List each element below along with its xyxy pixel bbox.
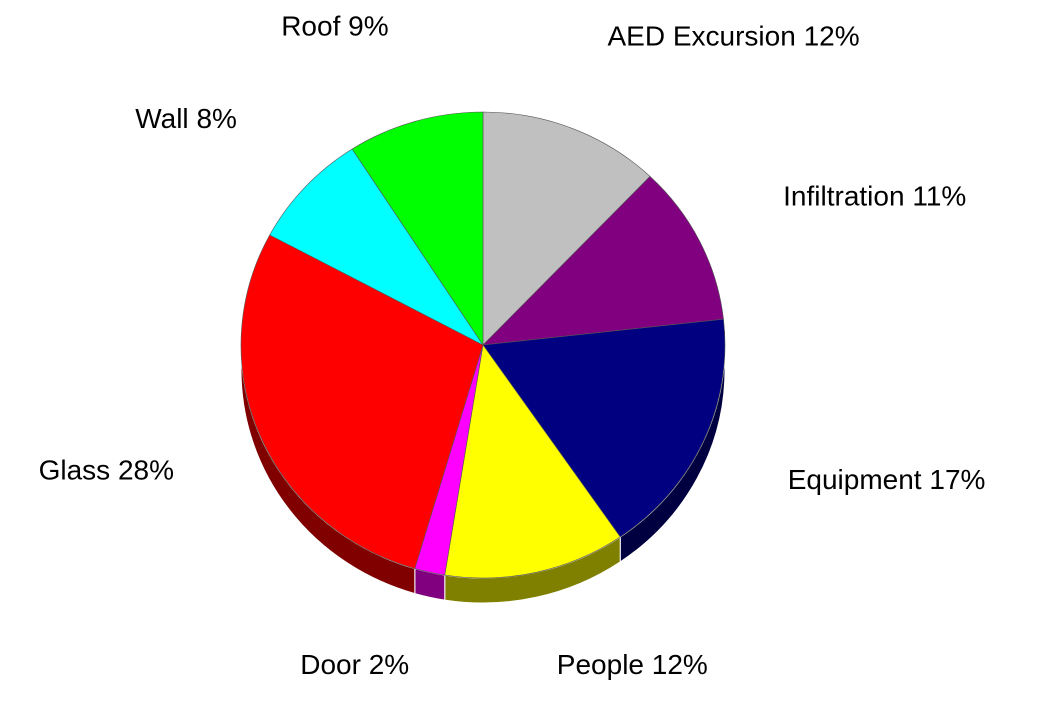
slice-name: Infiltration <box>783 181 904 212</box>
slice-value: 8% <box>196 103 236 134</box>
slice-label: Equipment 17% <box>788 464 986 495</box>
slice-value: 28% <box>118 455 174 486</box>
slice-value: 12% <box>652 649 708 680</box>
slice-value: 12% <box>804 21 860 52</box>
slice-value: 2% <box>369 649 409 680</box>
slice-label: AED Excursion 12% <box>608 21 860 52</box>
slice-name: Wall <box>135 103 188 134</box>
slice-label: Wall 8% <box>135 103 237 134</box>
slice-value: 17% <box>929 464 985 495</box>
slice <box>269 148 484 346</box>
slice-name: Door <box>300 649 361 680</box>
slice <box>351 111 484 346</box>
slice-label: Roof 9% <box>281 11 388 42</box>
slice-label: Glass 28% <box>39 455 174 486</box>
slice <box>482 175 724 346</box>
slice-label: People 12% <box>557 649 708 680</box>
slice-name: Equipment <box>788 464 922 495</box>
slice-name: People <box>557 649 644 680</box>
slice-value: 9% <box>348 11 388 42</box>
slice-value: 11% <box>912 181 966 212</box>
slice-label: Infiltration 11% <box>783 181 966 212</box>
slice-label: Door 2% <box>300 649 409 680</box>
slice-name: AED Excursion <box>608 21 796 52</box>
slice <box>444 344 621 579</box>
slice <box>482 111 651 346</box>
slice <box>482 318 726 538</box>
slice <box>240 234 484 569</box>
slice-name: Glass <box>39 455 111 486</box>
slice-name: Roof <box>281 11 340 42</box>
